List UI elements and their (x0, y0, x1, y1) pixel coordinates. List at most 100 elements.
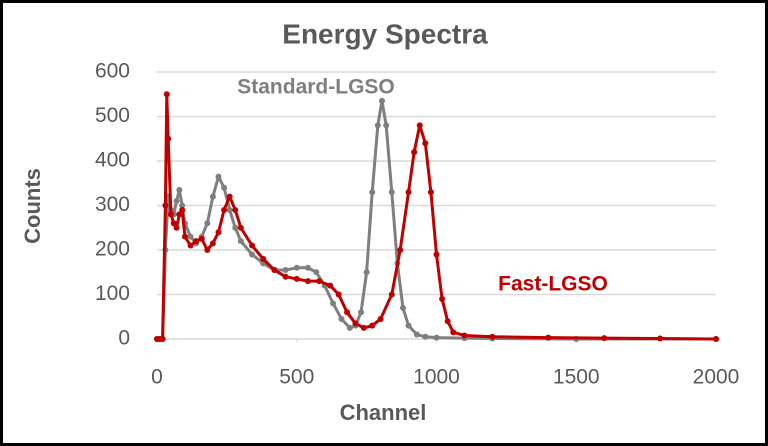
data-point (237, 224, 244, 231)
data-point (226, 206, 233, 213)
data-point (237, 238, 244, 245)
y-tick-label: 400 (95, 149, 130, 172)
data-point (282, 267, 289, 274)
data-point (181, 233, 188, 240)
series-annotation: Fast-LGSO (498, 273, 608, 296)
data-point (176, 186, 183, 193)
data-point (293, 264, 300, 271)
data-point (232, 224, 239, 231)
series-annotation: Standard-LGSO (237, 76, 395, 99)
data-point (461, 332, 468, 339)
data-point (601, 335, 608, 342)
data-point (198, 235, 205, 242)
data-point (427, 189, 434, 196)
x-tick-label: 1500 (553, 366, 600, 389)
data-point (360, 324, 367, 331)
data-point (378, 97, 385, 104)
data-point (374, 122, 381, 129)
data-point (405, 322, 412, 329)
data-point (179, 206, 186, 213)
data-point (433, 334, 440, 341)
data-point (226, 193, 233, 200)
data-point (293, 275, 300, 282)
x-tick-label: 2000 (693, 366, 740, 389)
x-axis-label: Channel (340, 400, 427, 425)
data-point (282, 273, 289, 280)
data-point (173, 224, 180, 231)
data-point (369, 189, 376, 196)
data-point (173, 198, 180, 205)
data-point (316, 278, 323, 285)
data-point (193, 238, 200, 245)
data-point (221, 184, 228, 191)
data-point (377, 315, 384, 322)
data-point (422, 140, 429, 147)
data-point (657, 335, 664, 342)
data-point (416, 122, 423, 129)
data-point (204, 220, 211, 227)
data-point (433, 251, 440, 258)
data-point (422, 333, 429, 340)
data-point (167, 211, 174, 218)
chart-title: Energy Spectra (282, 18, 488, 49)
data-point (163, 91, 170, 98)
data-point (260, 255, 267, 262)
data-point (405, 189, 412, 196)
data-point (327, 282, 334, 289)
y-tick-label: 0 (118, 327, 130, 350)
y-tick-label: 600 (95, 60, 130, 83)
y-tick-label: 300 (95, 193, 130, 216)
data-point (165, 135, 172, 142)
data-point (450, 329, 457, 336)
data-point (209, 193, 216, 200)
data-point (439, 295, 446, 302)
data-point (411, 149, 418, 156)
data-point (388, 189, 395, 196)
data-point (232, 206, 239, 213)
data-point (187, 233, 194, 240)
data-point (330, 300, 337, 307)
y-axis-label: Counts (20, 168, 45, 244)
data-point (397, 247, 404, 253)
data-point (444, 318, 451, 325)
data-point (344, 309, 351, 316)
data-point (176, 211, 183, 218)
data-point (489, 333, 496, 340)
data-point (363, 269, 370, 276)
data-point (399, 304, 406, 311)
data-point (215, 173, 222, 180)
data-point (215, 229, 222, 236)
data-point (271, 267, 278, 274)
data-point (358, 309, 365, 316)
y-tick-label: 100 (95, 282, 130, 305)
data-point (170, 220, 177, 227)
data-point (304, 278, 311, 285)
x-tick-label: 0 (151, 366, 163, 389)
data-point (249, 242, 256, 249)
data-point (369, 322, 376, 329)
data-point (346, 324, 353, 331)
data-point (545, 334, 552, 341)
y-tick-label: 200 (95, 238, 130, 261)
data-point (313, 269, 320, 276)
data-point (249, 251, 256, 258)
data-point (209, 240, 216, 247)
data-point (179, 202, 186, 209)
data-point (187, 242, 194, 249)
data-point (221, 206, 228, 213)
x-tick-label: 500 (279, 366, 314, 389)
x-tick-label: 1000 (413, 366, 460, 389)
data-point (713, 336, 719, 342)
data-point (338, 315, 345, 322)
data-point (335, 291, 342, 298)
data-point (352, 320, 359, 327)
data-point (383, 122, 390, 129)
data-point (304, 264, 311, 271)
y-tick-label: 500 (95, 104, 130, 127)
data-point (159, 336, 166, 342)
data-point (162, 202, 169, 209)
data-point (204, 247, 211, 253)
